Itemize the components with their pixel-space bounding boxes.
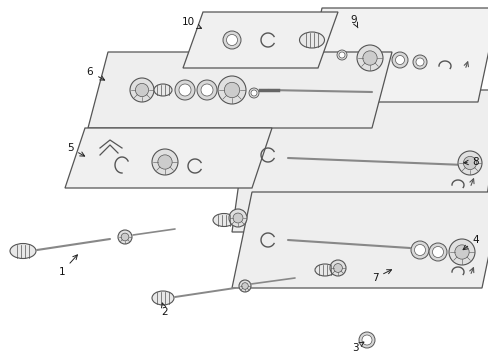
Circle shape	[329, 260, 346, 276]
Circle shape	[179, 84, 191, 96]
Circle shape	[228, 209, 246, 227]
Circle shape	[233, 213, 243, 223]
Circle shape	[361, 335, 371, 345]
Ellipse shape	[299, 32, 324, 48]
Circle shape	[152, 149, 178, 175]
Circle shape	[362, 51, 376, 65]
Circle shape	[454, 245, 468, 259]
Circle shape	[415, 58, 423, 66]
Circle shape	[201, 84, 213, 96]
Circle shape	[414, 244, 425, 256]
Circle shape	[135, 84, 148, 96]
Circle shape	[395, 55, 404, 64]
Text: 8: 8	[463, 157, 478, 167]
Circle shape	[224, 82, 239, 98]
Circle shape	[428, 243, 446, 261]
Circle shape	[241, 283, 248, 289]
Circle shape	[356, 45, 382, 71]
Circle shape	[333, 264, 342, 273]
Circle shape	[118, 230, 132, 244]
Polygon shape	[231, 192, 488, 288]
Ellipse shape	[152, 291, 174, 305]
Circle shape	[130, 78, 154, 102]
Text: 10: 10	[181, 17, 201, 28]
Circle shape	[448, 239, 474, 265]
Circle shape	[412, 55, 426, 69]
Polygon shape	[88, 52, 391, 128]
Polygon shape	[65, 128, 271, 188]
Circle shape	[226, 35, 237, 45]
Text: 2: 2	[161, 303, 168, 317]
Circle shape	[175, 80, 195, 100]
Text: 9: 9	[350, 15, 357, 28]
Circle shape	[197, 80, 217, 100]
Text: 1: 1	[59, 255, 77, 277]
Polygon shape	[231, 90, 488, 232]
Circle shape	[358, 332, 374, 348]
Circle shape	[218, 76, 245, 104]
Circle shape	[391, 52, 407, 68]
Polygon shape	[302, 8, 488, 102]
Text: 5: 5	[66, 143, 84, 156]
Circle shape	[248, 88, 259, 98]
Ellipse shape	[10, 243, 36, 258]
Text: 4: 4	[462, 235, 478, 250]
Circle shape	[410, 241, 428, 259]
Circle shape	[338, 52, 345, 58]
Circle shape	[158, 155, 172, 169]
Polygon shape	[183, 12, 337, 68]
Text: 6: 6	[86, 67, 104, 80]
Ellipse shape	[154, 84, 172, 96]
Circle shape	[457, 151, 481, 175]
Ellipse shape	[213, 213, 235, 226]
Circle shape	[121, 233, 128, 241]
Circle shape	[336, 50, 346, 60]
Circle shape	[463, 156, 476, 170]
Text: 3: 3	[351, 342, 363, 353]
Circle shape	[239, 280, 250, 292]
Circle shape	[250, 90, 257, 96]
Circle shape	[223, 31, 241, 49]
Ellipse shape	[314, 264, 334, 276]
Circle shape	[431, 247, 443, 257]
Text: 7: 7	[371, 270, 391, 283]
